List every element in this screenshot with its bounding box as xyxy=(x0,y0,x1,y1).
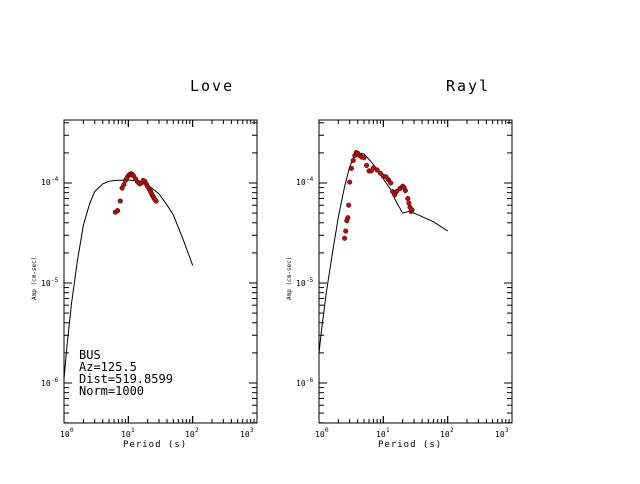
rayl-data-point xyxy=(388,180,394,186)
svg-text:-6: -6 xyxy=(51,377,59,384)
svg-text:1: 1 xyxy=(131,427,135,434)
love-data-point xyxy=(115,208,121,214)
love-xtick-1e0: 10 0 xyxy=(60,427,74,439)
love-axis-ticks xyxy=(63,120,258,424)
love-xtick-1e3: 10 3 xyxy=(240,427,254,439)
rayl-data-point xyxy=(361,155,367,161)
rayl-xtick-1e1: 10 1 xyxy=(376,427,390,439)
love-y-axis-label: Amp (cm-sec) xyxy=(31,257,38,300)
rayl-axis-ticks xyxy=(318,120,513,424)
rayl-data-point xyxy=(393,189,400,195)
love-ytick-1e-6: 10 -6 xyxy=(41,377,59,388)
svg-text:1: 1 xyxy=(386,427,390,434)
love-data-point xyxy=(121,182,127,188)
love-data-point xyxy=(153,198,159,204)
rayl-y-axis-label: Amp (cm-sec) xyxy=(286,257,293,300)
svg-text:3: 3 xyxy=(250,427,254,434)
rayl-data-point xyxy=(348,165,355,171)
rayl-data-point xyxy=(345,215,351,221)
rayl-ytick-1e-6: 10 -6 xyxy=(296,377,314,388)
rayl-plot-frame xyxy=(318,119,513,424)
rayl-data-point xyxy=(346,202,352,208)
rayl-data-point xyxy=(409,207,415,213)
svg-text:2: 2 xyxy=(450,427,454,434)
svg-text:10: 10 xyxy=(296,279,306,288)
love-panel: Love 10 -4 10 -5 10 -6 Amp (cm-sec) 10 0 10 1… xyxy=(31,77,258,450)
rayl-data-point xyxy=(370,165,376,171)
rayl-xtick-1e2: 10 2 xyxy=(440,427,454,439)
rayl-x-axis-label: Period (s) xyxy=(378,440,442,450)
svg-text:10: 10 xyxy=(296,379,306,388)
svg-text:10: 10 xyxy=(60,430,70,439)
rayl-data-point xyxy=(374,167,380,173)
station-info: BUS Az=125.5 Dist=519.8599 Norm=1000 xyxy=(79,348,173,398)
rayl-ytick-1e-5: 10 -5 xyxy=(296,277,314,288)
love-plot-frame xyxy=(63,119,258,424)
station-name: BUS xyxy=(79,348,101,362)
love-theory-curve xyxy=(63,179,194,379)
rayl-xtick-1e3: 10 3 xyxy=(495,427,509,439)
rayl-data-point xyxy=(343,228,349,234)
love-xtick-1e1: 10 1 xyxy=(121,427,135,439)
love-title: Love xyxy=(190,77,234,95)
love-ytick-1e-5: 10 -5 xyxy=(41,277,59,288)
rayl-data-point xyxy=(406,200,412,206)
svg-text:10: 10 xyxy=(41,379,51,388)
svg-text:-5: -5 xyxy=(306,277,314,284)
svg-text:10: 10 xyxy=(440,430,450,439)
rayl-theory-curve xyxy=(318,152,448,353)
rayl-panel: Rayl 10 -4 10 -5 10 -6 Amp (cm-sec) 10 0 10 1… xyxy=(286,77,513,450)
rayl-observed-points xyxy=(342,149,415,241)
svg-text:-4: -4 xyxy=(306,176,314,183)
rayl-data-point xyxy=(402,188,408,194)
station-azimuth: Az=125.5 xyxy=(79,360,137,374)
rayl-data-point xyxy=(350,157,356,164)
svg-text:10: 10 xyxy=(376,430,386,439)
svg-text:10: 10 xyxy=(240,430,250,439)
love-x-axis-label: Period (s) xyxy=(123,440,187,450)
svg-text:10: 10 xyxy=(185,430,195,439)
svg-text:10: 10 xyxy=(495,430,505,439)
svg-text:10: 10 xyxy=(121,430,131,439)
svg-text:-5: -5 xyxy=(51,277,59,284)
svg-text:0: 0 xyxy=(325,427,329,434)
svg-text:10: 10 xyxy=(41,178,51,187)
svg-text:10: 10 xyxy=(296,178,306,187)
rayl-data-point xyxy=(405,195,411,202)
svg-text:10: 10 xyxy=(41,279,51,288)
rayl-title: Rayl xyxy=(446,77,490,95)
svg-text:-6: -6 xyxy=(306,377,314,384)
rayl-data-point xyxy=(342,235,348,241)
love-ytick-1e-4: 10 -4 xyxy=(41,176,59,187)
station-norm: Norm=1000 xyxy=(79,384,144,398)
rayl-ytick-1e-4: 10 -4 xyxy=(296,176,314,187)
svg-text:2: 2 xyxy=(195,427,199,434)
rayl-data-point xyxy=(364,162,370,168)
station-distance: Dist=519.8599 xyxy=(79,372,173,386)
love-data-point xyxy=(117,198,123,204)
rayl-xtick-1e0: 10 0 xyxy=(315,427,329,439)
svg-text:3: 3 xyxy=(505,427,509,434)
rayl-data-point xyxy=(347,179,353,185)
svg-text:10: 10 xyxy=(315,430,325,439)
svg-text:-4: -4 xyxy=(51,176,59,183)
love-xtick-1e2: 10 2 xyxy=(185,427,199,439)
love-observed-points xyxy=(112,171,159,215)
svg-text:0: 0 xyxy=(70,427,74,434)
